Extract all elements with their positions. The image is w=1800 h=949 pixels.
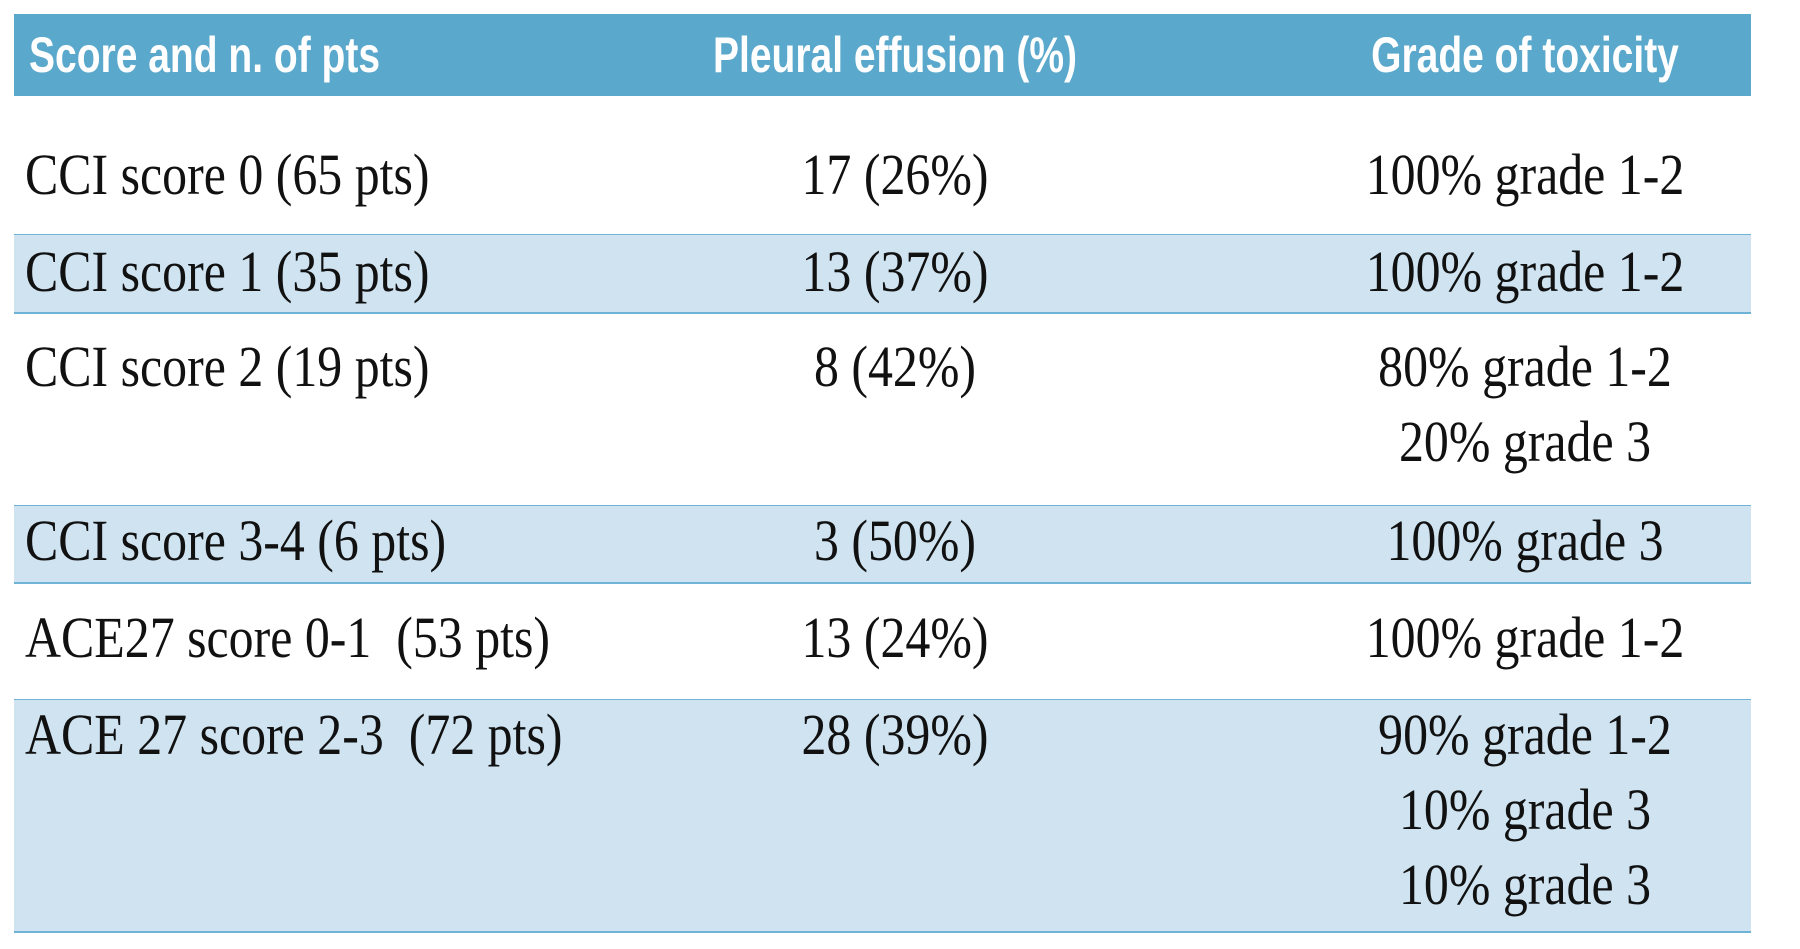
cell-line: 20% grade 3 [1398,409,1652,474]
cell: 17 (26%) [801,142,989,207]
header-cell: Score and n. of pts [29,27,381,83]
cell: 8 (42%) [813,334,977,399]
row-band [14,506,1751,583]
header-cell: Pleural effusion (%) [712,27,1078,83]
row-band [14,700,1751,932]
cell-line: 100% grade 1-2 [1365,239,1685,304]
cell: 3 (50%) [813,508,977,573]
row-rule [14,312,1751,314]
cell: 13 (24%) [801,605,989,670]
cell: CCI score 0 (65 pts) [25,142,430,207]
row-band [14,235,1751,313]
cell: CCI score 1 (35 pts) [25,239,430,304]
cell: ACE 27 score 2-3 (72 pts) [25,702,563,767]
cell-line: 10% grade 3 [1398,777,1652,842]
cell-line: 90% grade 1-2 [1378,702,1672,767]
cell-line: 100% grade 3 [1386,508,1664,573]
cell: CCI score 3-4 (6 pts) [25,508,447,573]
row-rule [14,931,1751,933]
cell: 13 (37%) [801,239,989,304]
cell-line: 80% grade 1-2 [1378,334,1672,399]
cell-line: 10% grade 3 [1398,852,1652,917]
header-cell: Grade of toxicity [1371,27,1679,83]
row-rule [14,582,1751,584]
cell: CCI score 2 (19 pts) [25,334,430,399]
cell: 28 (39%) [801,702,989,767]
cell-line: 100% grade 1-2 [1365,605,1685,670]
cell-line: 100% grade 1-2 [1365,142,1685,207]
header-band [14,14,1751,96]
cell: ACE27 score 0-1 (53 pts) [25,605,551,670]
